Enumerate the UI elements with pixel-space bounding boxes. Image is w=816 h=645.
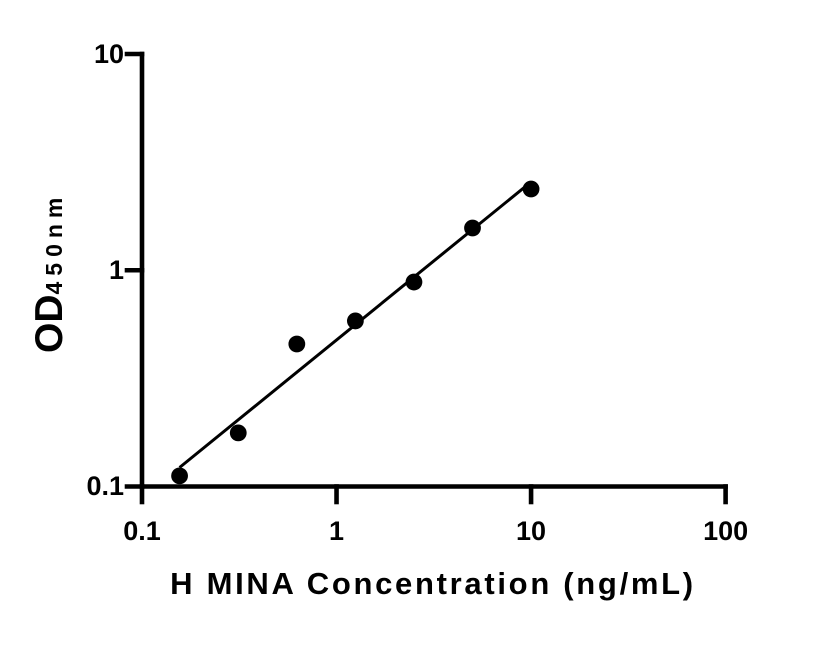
svg-text:H MINA Concentration (ng/mL): H MINA Concentration (ng/mL) — [170, 566, 696, 601]
svg-text:1: 1 — [329, 516, 344, 546]
svg-text:0.1: 0.1 — [123, 516, 161, 546]
svg-text:10: 10 — [94, 39, 124, 69]
svg-text:1: 1 — [109, 255, 124, 285]
svg-text:10: 10 — [516, 516, 546, 546]
svg-text:0.1: 0.1 — [86, 471, 124, 501]
svg-text:100: 100 — [703, 516, 748, 546]
svg-text:OD450nm: OD450nm — [28, 192, 71, 353]
